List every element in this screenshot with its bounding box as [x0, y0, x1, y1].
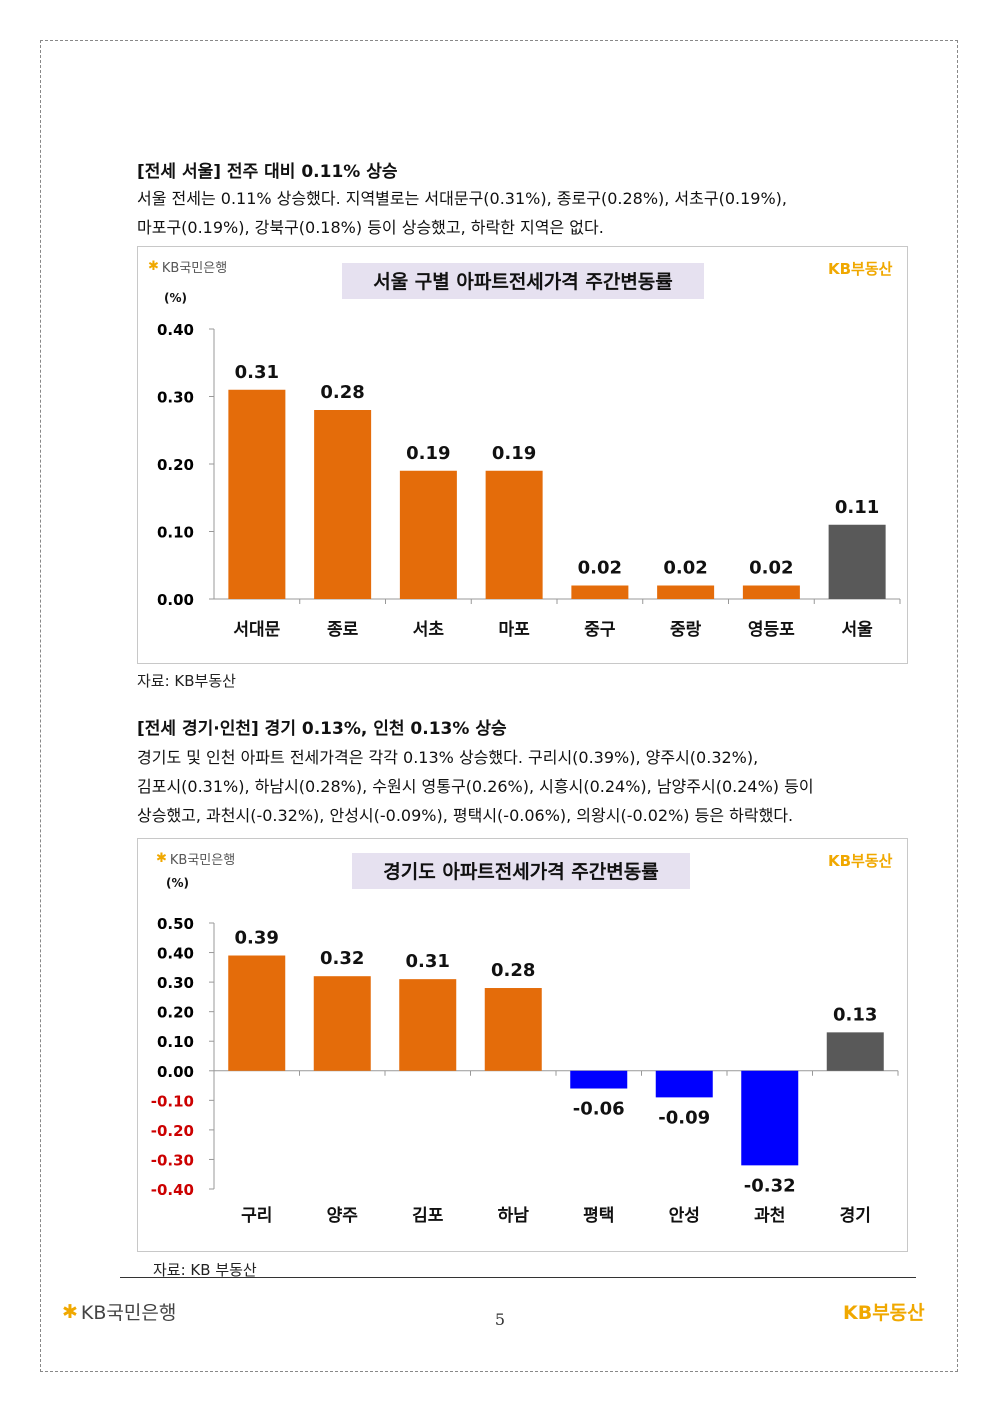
kb-bank-logo-text: KB국민은행: [161, 261, 228, 276]
kb-bank-logo-text: KB국민은행: [169, 853, 236, 868]
category-label: 서초: [413, 620, 445, 640]
bar: [399, 979, 457, 1071]
data-label: 0.31: [235, 362, 279, 383]
section2-paragraph: 경기도 및 인천 아파트 전세가격은 각각 0.13% 상승했다. 구리시(0.…: [137, 743, 910, 830]
category-label: 영등포: [748, 620, 795, 640]
y-unit-label: (%): [164, 291, 187, 305]
bar: [655, 1070, 713, 1098]
bar: [826, 1032, 884, 1071]
category-label: 과천: [754, 1206, 785, 1226]
data-label: 0.11: [835, 497, 879, 518]
category-label: 김포: [412, 1206, 444, 1226]
y-unit-label: (%): [166, 876, 189, 890]
kb-realestate-logo: KB부동산: [828, 260, 893, 278]
paragraph-line: 경기도 및 인천 아파트 전세가격은 각각 0.13% 상승했다. 구리시(0.…: [137, 748, 759, 767]
y-tick-label: 0.30: [157, 974, 194, 992]
data-label: 0.39: [235, 928, 279, 949]
data-label: 0.32: [320, 948, 364, 969]
data-label: 0.19: [492, 443, 536, 464]
y-tick-label: 0.40: [157, 945, 194, 963]
footer-kb-bank-logo-text: KB국민은행: [80, 1302, 177, 1324]
kb-realestate-logo: KB부동산: [828, 852, 893, 870]
bar: [828, 524, 886, 599]
section2-title: [전세 경기·인천] 경기 0.13%, 인천 0.13% 상승: [137, 719, 507, 739]
paragraph-line: 서울 전세는 0.11% 상승했다. 지역별로는 서대문구(0.31%), 종로…: [137, 189, 787, 208]
kb-bank-logo: ✱ KB국민은행: [156, 849, 235, 868]
chart-title-box: [342, 263, 704, 299]
gyeonggi-chart: ✱ KB국민은행 KB부동산 경기도 아파트전세가격 주간변동률 (%) 0.50 0…: [137, 838, 908, 1252]
data-label: 0.19: [406, 443, 450, 464]
category-label: 마포: [498, 620, 530, 640]
y-tick-label: -0.10: [151, 1092, 194, 1110]
y-tick-label: 0.20: [157, 1004, 194, 1022]
data-label: -0.09: [658, 1107, 710, 1128]
footer-kb-realestate-logo: KB부동산: [843, 1302, 925, 1324]
y-tick-label: 0.40: [157, 321, 194, 339]
section1-paragraph: 서울 전세는 0.11% 상승했다. 지역별로는 서대문구(0.31%), 종로…: [137, 184, 910, 242]
category-label: 서울: [841, 620, 873, 640]
chart-title: 경기도 아파트전세가격 주간변동률: [383, 861, 658, 883]
data-label: 0.02: [578, 558, 622, 579]
y-tick-label: 0.00: [157, 591, 194, 609]
data-label: 0.02: [749, 558, 793, 579]
paragraph-line: 김포시(0.31%), 하남시(0.28%), 수원시 영통구(0.26%), …: [137, 777, 814, 796]
data-label: 0.02: [663, 558, 707, 579]
seoul-chart-svg: 서울 구별 아파트전세가격 주간변동률 (%) 0.40 0.30 0.20 0.10 0.…: [157, 263, 901, 640]
bar: [741, 1070, 799, 1166]
y-tick-label: 0.50: [157, 915, 194, 933]
seoul-chart: ✱ KB국민은행 KB부동산 서울 구별 아파트전세가격 주간변동률 (%) 0.4…: [137, 246, 908, 664]
y-tick-label: -0.30: [151, 1151, 194, 1169]
category-label: 안성: [669, 1206, 700, 1226]
bar: [314, 410, 372, 599]
category-label: 경기: [840, 1206, 871, 1226]
bar: [571, 585, 629, 599]
data-label: -0.32: [744, 1175, 796, 1196]
footer-kb-bank-logo: ✱ KB국민은행: [62, 1298, 176, 1325]
bar: [742, 585, 800, 599]
bar: [313, 976, 371, 1071]
kb-bank-logo: ✱ KB국민은행: [148, 257, 227, 276]
category-label: 중랑: [670, 620, 702, 640]
category-label: 구리: [241, 1206, 272, 1226]
bar: [570, 1070, 628, 1089]
category-label: 종로: [327, 620, 359, 640]
gyeonggi-chart-svg: 경기도 아파트전세가격 주간변동률 (%) 0.50 0.40 0.30 0.20 0.10…: [151, 853, 899, 1226]
data-label: 0.31: [406, 951, 450, 972]
paragraph-line: 마포구(0.19%), 강북구(0.18%) 등이 상승했고, 하락한 지역은 …: [137, 218, 604, 237]
footer-divider: [120, 1277, 916, 1278]
category-label: 서대문: [233, 620, 280, 640]
y-tick-label: -0.40: [151, 1181, 194, 1199]
bar: [485, 470, 543, 599]
bar: [228, 389, 286, 599]
data-label: -0.06: [573, 1099, 625, 1120]
category-label: 평택: [583, 1206, 614, 1226]
bar: [228, 955, 286, 1071]
y-tick-label: 0.10: [157, 1033, 194, 1051]
kb-star-icon: ✱: [156, 851, 167, 866]
y-tick-label: 0.30: [157, 389, 194, 407]
chart-title-box: [352, 853, 690, 889]
kb-star-icon: ✱: [62, 1300, 78, 1323]
page-border: [40, 40, 958, 1372]
bar: [399, 470, 457, 599]
y-tick-label: -0.20: [151, 1122, 194, 1140]
data-label: 0.28: [491, 960, 535, 981]
category-label: 중구: [584, 620, 616, 640]
data-label: 0.28: [320, 382, 364, 403]
page-number: 5: [494, 1310, 506, 1329]
chart-title: 서울 구별 아파트전세가격 주간변동률: [373, 271, 673, 293]
paragraph-line: 상승했고, 과천시(-0.32%), 안성시(-0.09%), 평택시(-0.0…: [137, 806, 794, 825]
bar: [657, 585, 715, 599]
data-label: 0.13: [833, 1004, 877, 1025]
y-tick-label: 0.10: [157, 524, 194, 542]
kb-star-icon: ✱: [148, 259, 159, 274]
section2-source: 자료: KB 부동산: [153, 1261, 257, 1279]
category-label: 하남: [498, 1206, 530, 1226]
section1-source: 자료: KB부동산: [137, 672, 236, 690]
bar: [484, 988, 542, 1071]
category-label: 양주: [327, 1206, 359, 1226]
section1-title: [전세 서울] 전주 대비 0.11% 상승: [137, 162, 398, 182]
y-tick-label: 0.00: [157, 1063, 194, 1081]
y-tick-label: 0.20: [157, 456, 194, 474]
